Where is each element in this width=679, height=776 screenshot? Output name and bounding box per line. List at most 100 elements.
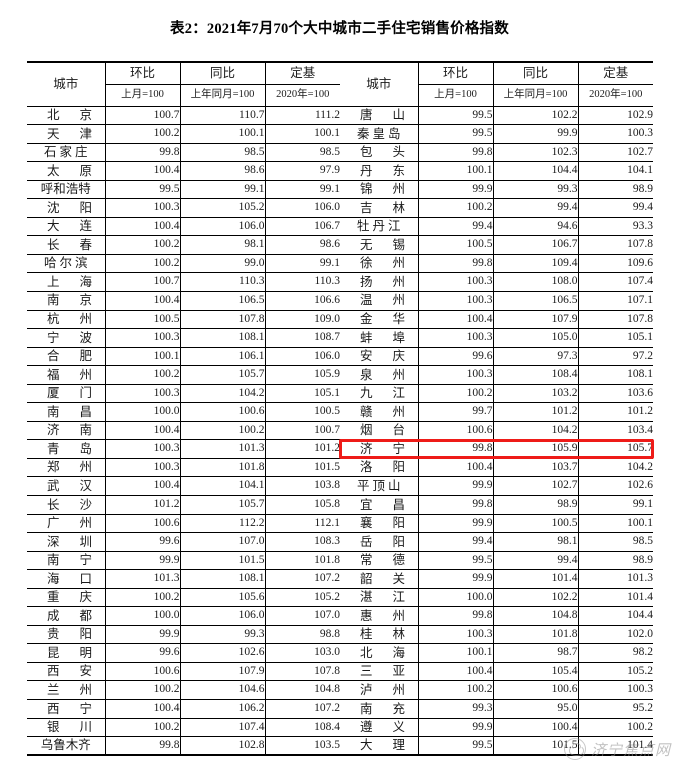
table-row: 岳阳 99.4 98.1 98.5 xyxy=(340,532,653,552)
table-row: 锦州 99.9 99.3 98.9 xyxy=(340,179,653,200)
cell-yoy: 100.5 xyxy=(492,513,579,534)
cell-city: 无锡 xyxy=(340,235,419,255)
header-sub-yoy: 上年同月=100 xyxy=(179,83,266,107)
cell-mom: 100.2 xyxy=(104,253,181,274)
cell-mom: 100.3 xyxy=(417,290,494,311)
cell-yoy: 105.9 xyxy=(492,439,579,459)
cell-yoy: 105.0 xyxy=(492,328,579,348)
cell-city: 大理 xyxy=(340,736,419,757)
cell-city: 扬州 xyxy=(340,272,419,292)
cell-base: 98.5 xyxy=(577,532,653,552)
cell-yoy: 107.0 xyxy=(179,532,266,552)
cell-mom: 99.9 xyxy=(417,476,494,496)
cell-yoy: 102.7 xyxy=(492,476,579,496)
cell-mom: 101.2 xyxy=(104,494,181,515)
cell-yoy: 98.1 xyxy=(492,532,579,552)
table-row: 哈尔滨 100.2 99.0 99.1 xyxy=(27,253,340,274)
table-row: 宁波 100.3 108.1 108.7 xyxy=(27,328,340,348)
table-body-left: 北京 100.7 110.7 111.2 天津 100.2 100.1 100.1 石家庄 99.… xyxy=(27,105,340,757)
table-row: 南京 100.4 106.5 106.6 xyxy=(27,290,340,311)
cell-base: 95.2 xyxy=(577,699,653,719)
cell-base: 107.2 xyxy=(264,699,340,719)
tables-container: 城市 环比 同比 定基 上月=100 上年同月=100 2020年=100 北京… xyxy=(27,61,654,757)
cell-city: 海口 xyxy=(27,569,106,589)
table-row: 常德 99.5 99.4 98.9 xyxy=(340,550,653,571)
table-row: 海口 101.3 108.1 107.2 xyxy=(27,569,340,589)
cell-base: 105.7 xyxy=(577,439,653,459)
cell-yoy: 110.3 xyxy=(179,272,266,292)
cell-city: 安庆 xyxy=(340,346,419,367)
cell-base: 101.5 xyxy=(264,457,340,478)
cell-base: 108.7 xyxy=(264,328,340,348)
table-row: 贵阳 99.9 99.3 98.8 xyxy=(27,624,340,645)
cell-mom: 100.4 xyxy=(104,290,181,311)
table-row: 福州 100.2 105.7 105.9 xyxy=(27,365,340,385)
cell-mom: 100.7 xyxy=(104,272,181,292)
cell-mom: 99.6 xyxy=(104,532,181,552)
cell-city: 遵义 xyxy=(340,717,419,738)
cell-base: 105.1 xyxy=(577,328,653,348)
cell-base: 103.0 xyxy=(264,643,340,663)
cell-yoy: 106.1 xyxy=(179,346,266,367)
cell-yoy: 107.8 xyxy=(179,309,266,330)
cell-base: 106.0 xyxy=(264,346,340,367)
cell-mom: 99.9 xyxy=(417,179,494,200)
cell-city: 襄阳 xyxy=(340,513,419,534)
cell-city: 沈阳 xyxy=(27,198,106,218)
cell-yoy: 98.1 xyxy=(179,235,266,255)
table-row: 杭州 100.5 107.8 109.0 xyxy=(27,309,340,330)
cell-yoy: 104.2 xyxy=(492,420,579,441)
cell-base: 108.4 xyxy=(264,717,340,738)
cell-base: 99.1 xyxy=(264,179,340,200)
table-row: 北海 100.1 98.7 98.2 xyxy=(340,643,653,663)
cell-base: 100.1 xyxy=(264,124,340,144)
cell-base: 98.9 xyxy=(577,550,653,571)
cell-mom: 99.8 xyxy=(417,253,494,274)
cell-mom: 99.9 xyxy=(417,513,494,534)
cell-yoy: 106.5 xyxy=(492,290,579,311)
cell-base: 110.3 xyxy=(264,272,340,292)
cell-yoy: 101.4 xyxy=(492,569,579,589)
cell-yoy: 99.3 xyxy=(179,624,266,645)
cell-city: 银川 xyxy=(27,717,106,738)
cell-yoy: 103.2 xyxy=(492,383,579,404)
table-row: 烟台 100.6 104.2 103.4 xyxy=(340,420,653,441)
cell-mom: 100.3 xyxy=(104,328,181,348)
cell-yoy: 99.4 xyxy=(492,550,579,571)
cell-base: 108.3 xyxy=(264,532,340,552)
cell-city: 武汉 xyxy=(27,476,106,496)
cell-base: 101.4 xyxy=(577,736,653,757)
table-row: 徐州 99.8 109.4 109.6 xyxy=(340,253,653,274)
cell-yoy: 94.6 xyxy=(492,216,579,237)
table-row: 牡丹江 99.4 94.6 93.3 xyxy=(340,216,653,237)
cell-base: 107.8 xyxy=(264,661,340,682)
table-row: 西宁 100.4 106.2 107.2 xyxy=(27,699,340,719)
cell-city: 桂林 xyxy=(340,624,419,645)
cell-base: 108.1 xyxy=(577,365,653,385)
cell-mom: 100.2 xyxy=(417,383,494,404)
cell-yoy: 99.3 xyxy=(492,179,579,200)
cell-yoy: 109.4 xyxy=(492,253,579,274)
cell-base: 100.3 xyxy=(577,680,653,700)
cell-yoy: 101.3 xyxy=(179,439,266,459)
header-group-base: 定基 xyxy=(577,61,653,85)
cell-city: 重庆 xyxy=(27,587,106,608)
cell-base: 99.1 xyxy=(577,494,653,515)
cell-city: 昆明 xyxy=(27,643,106,663)
cell-city: 岳阳 xyxy=(340,532,419,552)
cell-city: 厦门 xyxy=(27,383,106,404)
table-row: 青岛 100.3 101.3 101.2 xyxy=(27,439,340,459)
table-row: 秦皇岛 99.5 99.9 100.3 xyxy=(340,124,653,144)
cell-base: 112.1 xyxy=(264,513,340,534)
cell-yoy: 105.7 xyxy=(179,494,266,515)
cell-mom: 99.8 xyxy=(104,142,181,163)
cell-yoy: 100.1 xyxy=(179,124,266,144)
cell-city: 呼和浩特 xyxy=(27,179,106,200)
cell-base: 102.6 xyxy=(577,476,653,496)
cell-yoy: 101.2 xyxy=(492,402,579,422)
cell-mom: 100.6 xyxy=(104,661,181,682)
table-row: 长春 100.2 98.1 98.6 xyxy=(27,235,340,255)
cell-base: 104.4 xyxy=(577,606,653,626)
cell-city: 三亚 xyxy=(340,661,419,682)
table-row: 温州 100.3 106.5 107.1 xyxy=(340,290,653,311)
